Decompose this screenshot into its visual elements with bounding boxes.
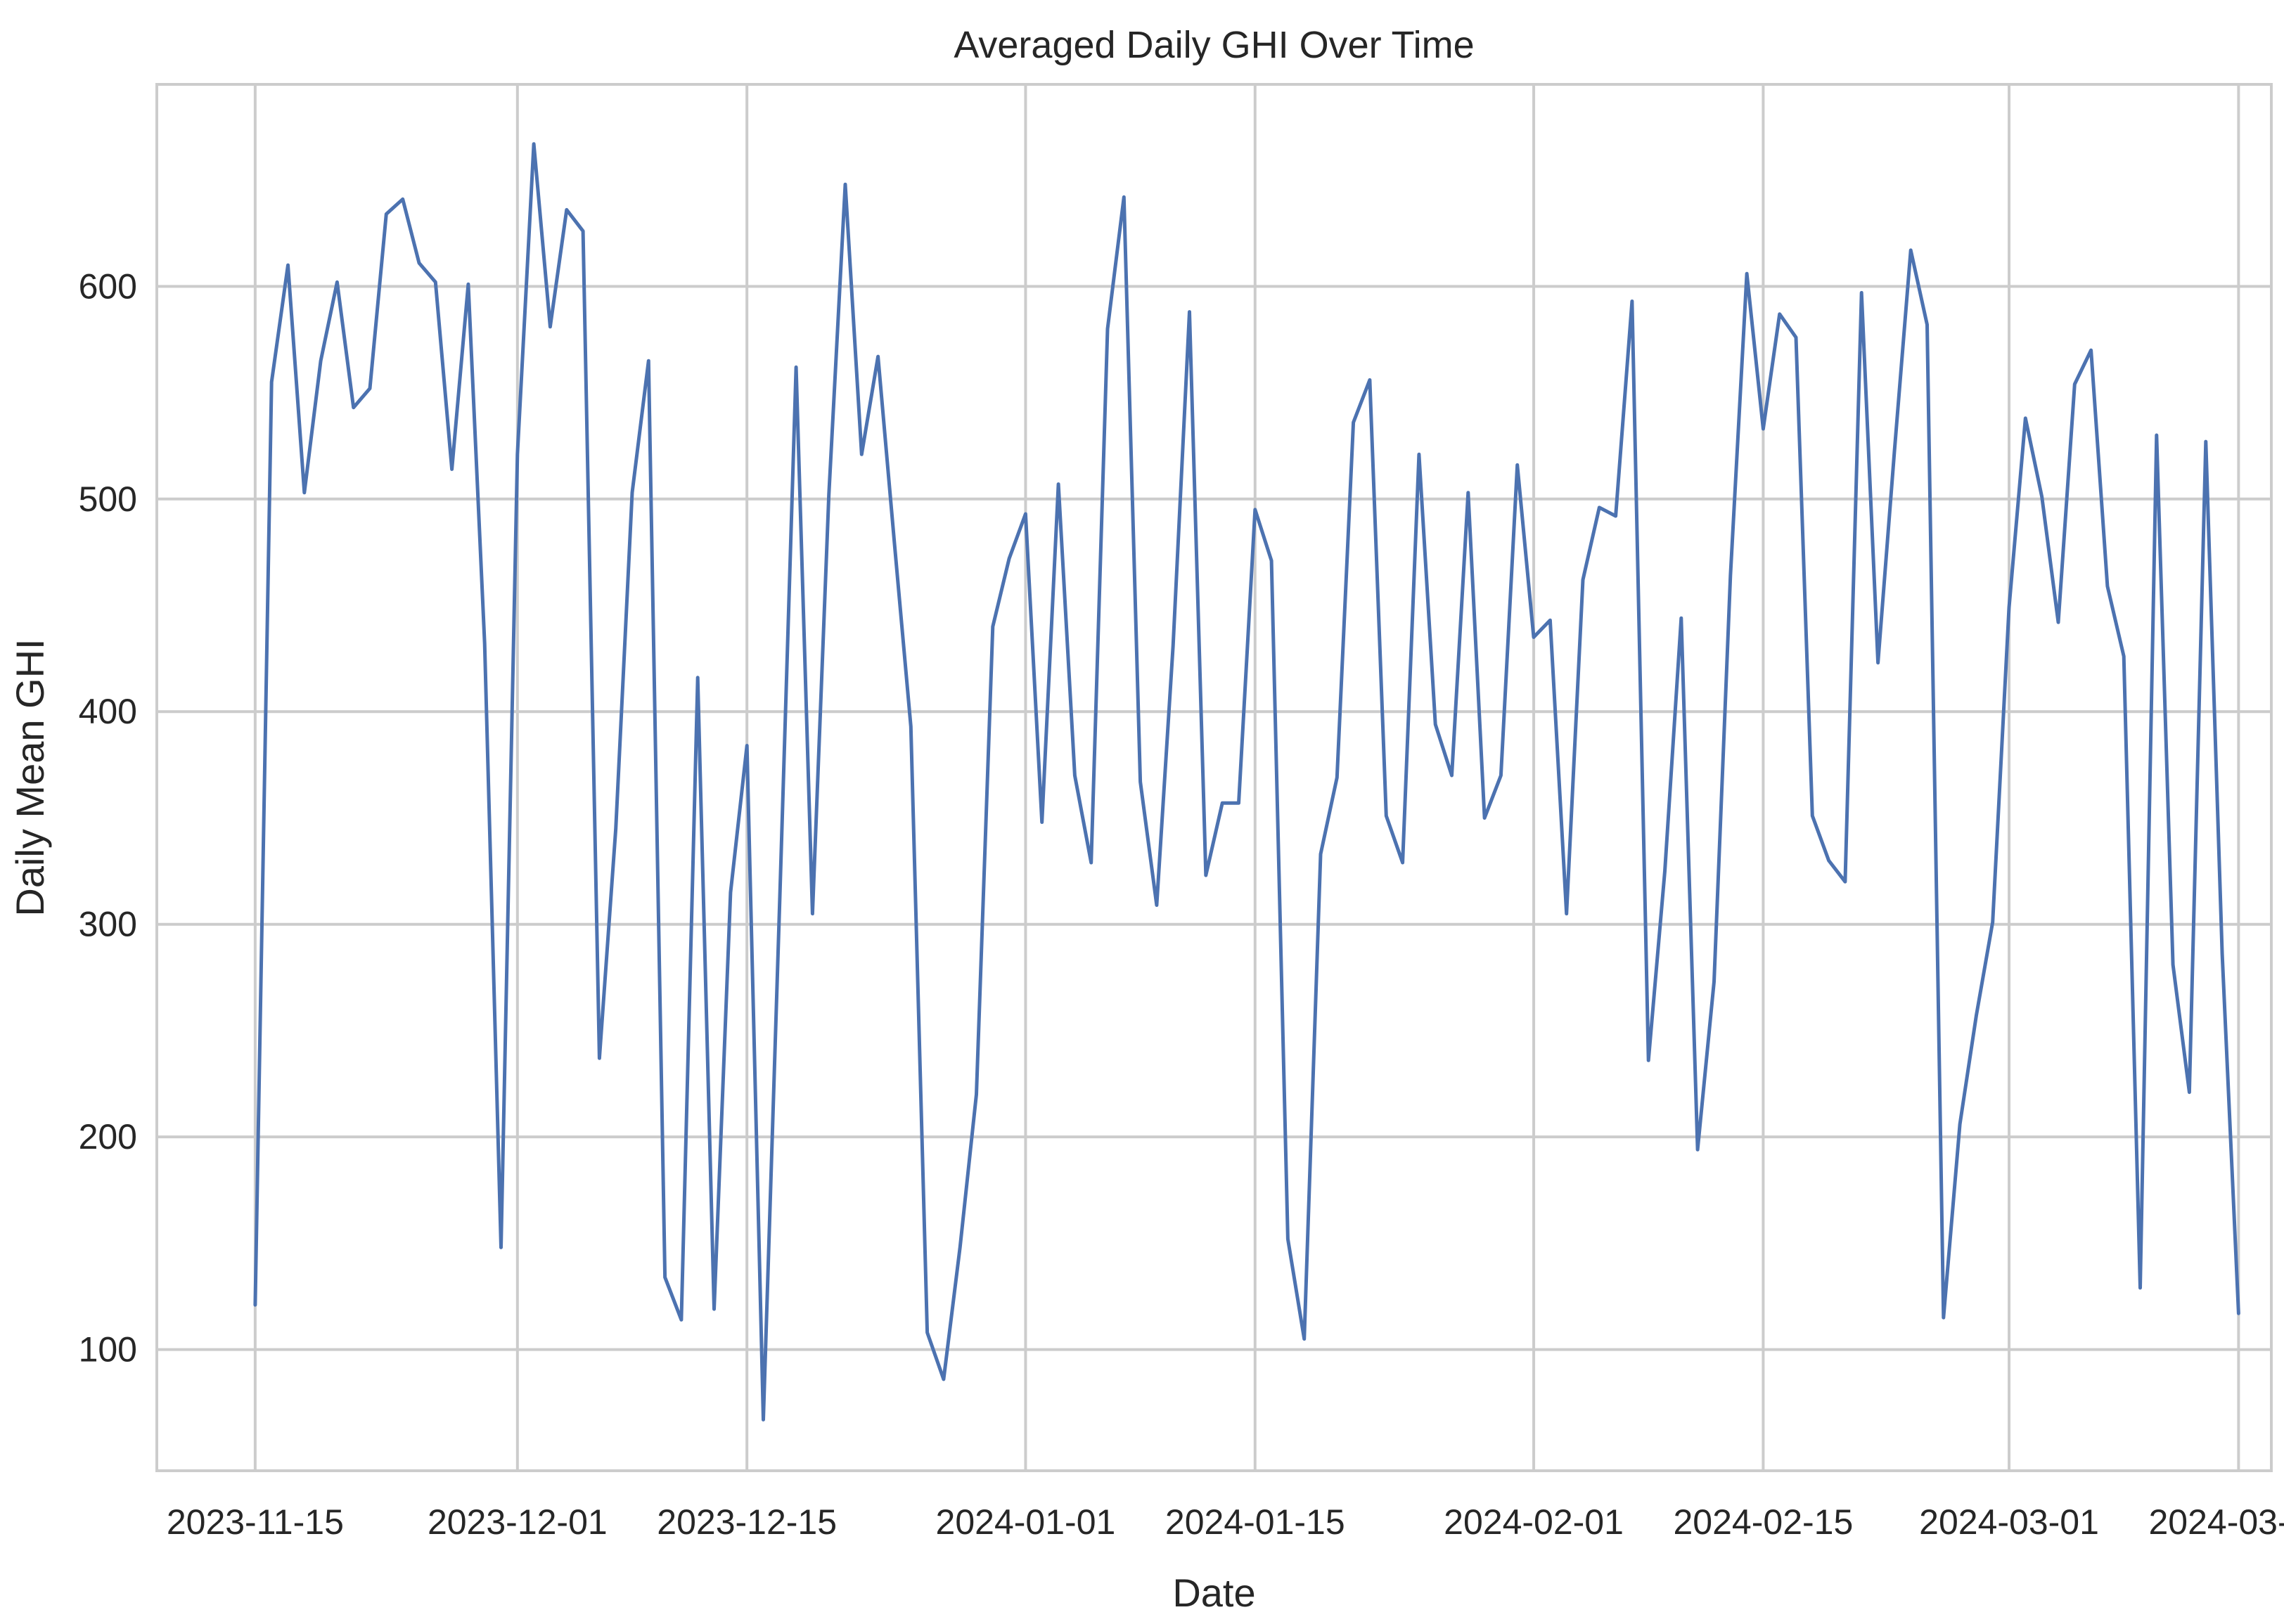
x-tick-label: 2023-11-15 — [167, 1502, 344, 1542]
x-tick-label: 2023-12-15 — [657, 1502, 837, 1542]
y-tick-label: 200 — [79, 1117, 137, 1156]
chart-title: Averaged Daily GHI Over Time — [954, 24, 1474, 66]
x-tick-label: 2024-03-01 — [1919, 1502, 2099, 1542]
plot-frame — [155, 83, 2273, 1472]
y-tick-label: 600 — [79, 266, 137, 306]
x-tick-label: 2024-01-15 — [1165, 1502, 1345, 1542]
x-tick-label: 2024-02-15 — [1674, 1502, 1854, 1542]
y-tick-labels: 100 200 300 400 500 600 — [79, 266, 137, 1369]
x-tick-label: 2024-01-01 — [936, 1502, 1116, 1542]
x-axis-title: Date — [1172, 1571, 1255, 1615]
y-tick-label: 500 — [79, 479, 137, 519]
x-tick-labels: 2023-11-15 2023-12-01 2023-12-15 2024-01-01… — [167, 1502, 2284, 1542]
x-tick-label: 2023-12-01 — [428, 1502, 608, 1542]
y-tick-label: 400 — [79, 692, 137, 731]
x-tick-label: 2024-02-01 — [1444, 1502, 1624, 1542]
x-tick-label: 2024-03-15 — [2148, 1502, 2284, 1542]
y-tick-label: 300 — [79, 905, 137, 944]
series-line — [253, 142, 2240, 1422]
y-tick-label: 100 — [79, 1330, 137, 1370]
y-axis-title: Daily Mean GHI — [8, 638, 52, 916]
